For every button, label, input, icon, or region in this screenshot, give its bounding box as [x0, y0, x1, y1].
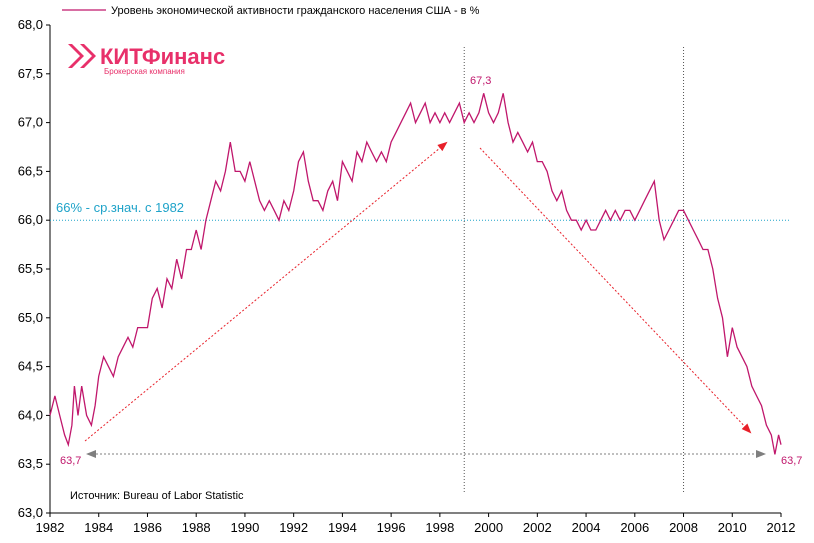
x-tick-label: 2010 — [718, 520, 747, 535]
logo-name: КИТФинанс — [100, 44, 225, 69]
x-tick-label: 1982 — [36, 520, 65, 535]
x-tick-label: 2004 — [572, 520, 601, 535]
logo-subtitle: Брокерская компания — [104, 67, 185, 76]
x-tick-label: 2002 — [523, 520, 552, 535]
reference-lines — [50, 47, 789, 492]
y-tick-label: 67,5 — [18, 66, 43, 81]
x-tick-label: 1994 — [328, 520, 357, 535]
x-tick-label: 1990 — [230, 520, 259, 535]
y-tick-label: 63,5 — [18, 456, 43, 471]
x-tick-label: 1986 — [133, 520, 162, 535]
annotation-end-low: 63,7 — [781, 455, 802, 467]
axes — [49, 25, 781, 514]
y-ticks: 63,0 63,5 64,0 64,5 65,0 65,5 66,0 66,5 67,0 67,5… — [18, 17, 50, 520]
source-note: Источник: Bureau of Labor Statistic — [70, 490, 244, 502]
series-line — [49, 93, 782, 455]
legend-label: Уровень экономической активности граждан… — [111, 5, 480, 17]
y-tick-label: 65,0 — [18, 310, 43, 325]
y-tick-label: 66,0 — [18, 212, 43, 227]
trend-arrow-down — [479, 147, 752, 434]
y-tick-label: 64,0 — [18, 407, 43, 422]
x-tick-label: 1984 — [84, 520, 113, 535]
y-tick-label: 63,0 — [18, 505, 43, 520]
y-tick-label: 68,0 — [18, 17, 43, 32]
x-tick-label: 2000 — [474, 520, 503, 535]
x-tick-label: 2006 — [620, 520, 649, 535]
x-tick-label: 1988 — [182, 520, 211, 535]
trend-arrow-up — [84, 141, 448, 442]
x-tick-label: 1992 — [279, 520, 308, 535]
x-tick-label: 1996 — [377, 520, 406, 535]
average-label: 66% - ср.знач. с 1982 — [56, 200, 184, 215]
x-tick-label: 1998 — [425, 520, 454, 535]
x-tick-label: 2008 — [669, 520, 698, 535]
x-tick-label: 2012 — [767, 520, 796, 535]
annotation-peak: 67,3 — [470, 75, 491, 87]
annotation-start-low: 63,7 — [60, 455, 81, 467]
y-tick-label: 67,0 — [18, 115, 43, 130]
x-ticks: 1982 1984 1986 1988 1990 1992 1994 1996 1998 2000… — [36, 513, 796, 535]
logo-mark-icon — [68, 44, 96, 68]
y-tick-label: 65,5 — [18, 261, 43, 276]
y-tick-label: 64,5 — [18, 359, 43, 374]
y-tick-label: 66,5 — [18, 163, 43, 178]
logo: КИТФинанс Брокерская компания — [68, 44, 225, 76]
